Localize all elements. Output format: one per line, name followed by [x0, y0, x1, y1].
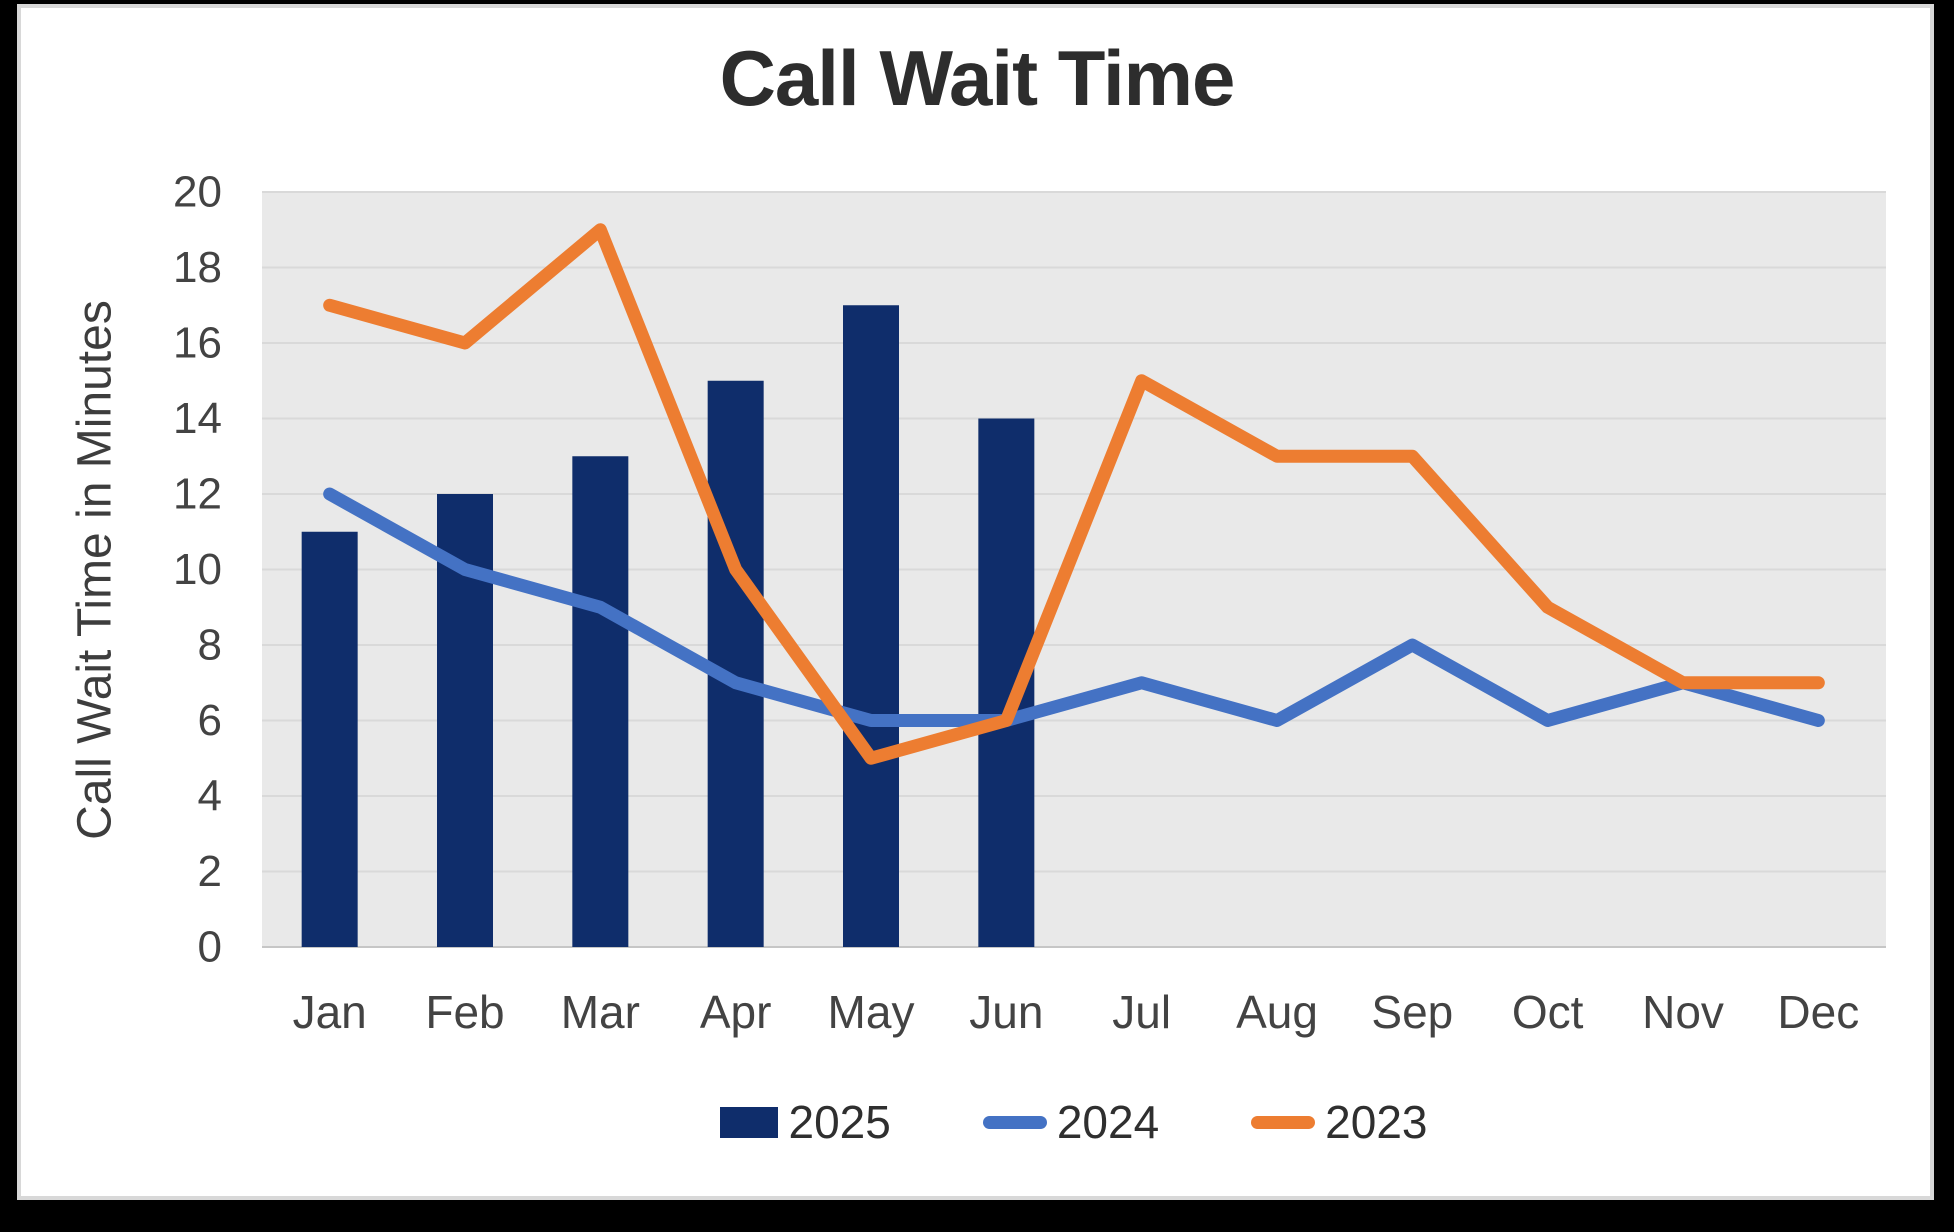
legend-label: 2023 — [1325, 1096, 1428, 1148]
x-tick-label-sep: Sep — [1371, 986, 1453, 1038]
x-tick-label-dec: Dec — [1777, 986, 1859, 1038]
x-tick-label-jul: Jul — [1112, 986, 1171, 1038]
legend-label: 2024 — [1056, 1096, 1160, 1148]
x-tick-label-mar: Mar — [561, 986, 640, 1038]
legend-label: 2025 — [788, 1096, 891, 1148]
y-tick-label-6: 6 — [198, 696, 222, 745]
x-tick-label-jun: Jun — [969, 986, 1043, 1038]
y-tick-label-0: 0 — [198, 923, 222, 972]
y-tick-label-2: 2 — [198, 847, 222, 896]
bar-apr-2025 — [707, 380, 764, 947]
chart-title: Call Wait Time — [719, 34, 1236, 122]
x-tick-label-jan: Jan — [293, 986, 367, 1038]
y-tick-label-4: 4 — [198, 772, 222, 821]
legend-item-2024: 2024 — [982, 1095, 1160, 1149]
y-tick-label-10: 10 — [173, 545, 222, 594]
line-2023 — [323, 223, 1825, 765]
line-2024 — [323, 487, 1825, 727]
y-tick-label-8: 8 — [198, 621, 222, 670]
bar-may-2025 — [843, 305, 899, 947]
x-tick-label-may: May — [828, 986, 915, 1038]
y-tick-label-12: 12 — [173, 470, 222, 519]
legend-line-swatch-2024 — [982, 1115, 1047, 1129]
x-tick-label-aug: Aug — [1236, 986, 1318, 1038]
legend-bar-swatch-2025 — [720, 1106, 779, 1138]
y-tick-label-18: 18 — [173, 243, 222, 292]
legend: 2025 2024 2023 — [262, 1096, 1886, 1148]
legend-item-2023: 2023 — [1251, 1095, 1428, 1149]
x-tick-label-oct: Oct — [1512, 986, 1584, 1038]
legend-line-swatch-2023 — [1251, 1115, 1316, 1129]
x-tick-label-feb: Feb — [425, 986, 504, 1038]
bar-mar-2025 — [572, 456, 629, 947]
y-tick-label-14: 14 — [173, 394, 222, 443]
legend-item-2025: 2025 — [720, 1095, 891, 1149]
y-tick-label-16: 16 — [173, 319, 222, 368]
y-tick-label-20: 20 — [173, 168, 222, 217]
x-tick-label-apr: Apr — [700, 986, 772, 1038]
x-tick-label-nov: Nov — [1642, 986, 1724, 1038]
bar-jan-2025 — [301, 531, 358, 947]
